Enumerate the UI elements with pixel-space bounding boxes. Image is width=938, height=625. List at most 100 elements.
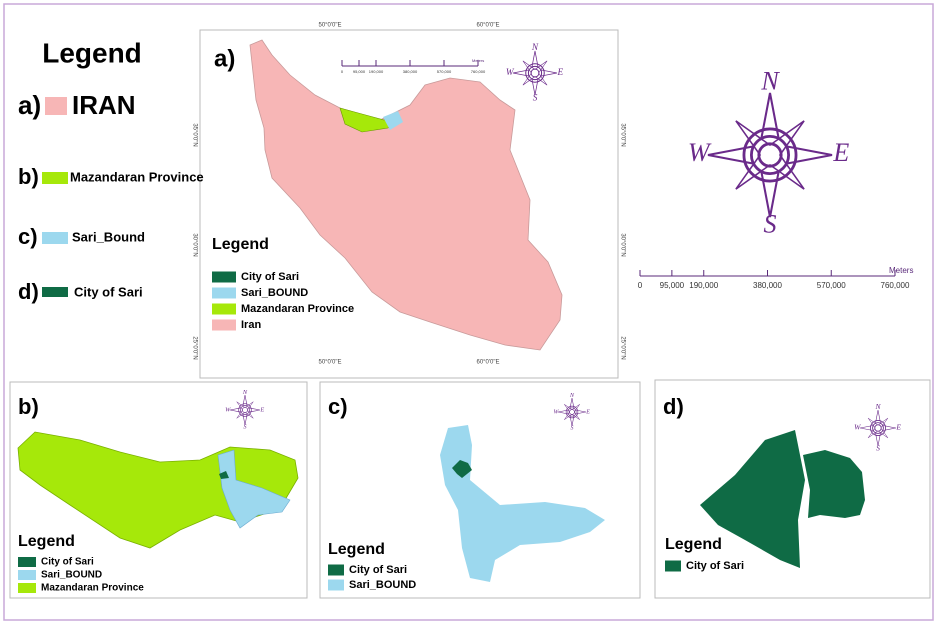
legend-label: City of Sari <box>241 271 299 283</box>
legend-label: City of Sari <box>74 284 143 299</box>
legend-swatch <box>212 287 236 299</box>
legend-label: Mazandaran Province <box>241 303 354 315</box>
legend-label: City of Sari <box>349 564 407 576</box>
compass-ring <box>757 142 783 168</box>
compass-ring <box>742 127 798 183</box>
scale-unit: Meters <box>889 266 913 275</box>
compass-letter: N <box>242 389 248 396</box>
compass-letter: E <box>895 423 901 432</box>
panel-legend-title: Legend <box>665 536 722 553</box>
compass-ring <box>240 405 250 415</box>
legend-swatch <box>18 557 36 567</box>
city-map <box>452 460 472 478</box>
legend-swatch <box>45 97 67 115</box>
scale-label: 380,000 <box>403 69 418 74</box>
compass-ring <box>527 65 543 81</box>
scale-label: 190,000 <box>689 281 718 290</box>
legend-swatch <box>212 319 236 331</box>
panel-legend-title: Legend <box>212 236 269 253</box>
compass-star <box>735 120 805 190</box>
scale-label: 0 <box>638 281 643 290</box>
compass-ring <box>238 403 252 417</box>
compass-ring <box>874 424 882 432</box>
legend-label: Mazandaran Province <box>41 583 144 594</box>
compass-ring <box>569 409 575 415</box>
coord-label: 25°0'0"N <box>619 336 625 359</box>
compass-ring <box>565 405 579 419</box>
legend-swatch <box>42 287 68 297</box>
scale-label: 570,000 <box>817 281 846 290</box>
compass-letter: N <box>874 402 881 411</box>
panel-letter: b) <box>18 394 39 419</box>
compass-letter: W <box>553 409 559 415</box>
coord-label: 35°0'0"N <box>619 123 625 146</box>
legend-title: Legend <box>42 37 142 68</box>
compass-letter: S <box>876 443 880 452</box>
compass-star <box>522 60 548 86</box>
coord-label: 60°0'0"E <box>476 23 499 29</box>
panel-letter: c) <box>328 394 348 419</box>
compass-star <box>236 401 254 419</box>
compass-ring <box>567 407 577 417</box>
legend-label: Mazandaran Province <box>70 169 204 184</box>
legend-swatch <box>665 560 681 572</box>
compass-ring <box>872 422 884 434</box>
legend-label: IRAN <box>72 90 136 120</box>
legend-label: Sari_BOUND <box>41 570 102 581</box>
scale-label: 760,000 <box>471 69 486 74</box>
compass-ring <box>241 406 249 414</box>
city-map <box>219 471 229 479</box>
scale-label: 760,000 <box>881 281 910 290</box>
compass-star <box>867 417 889 439</box>
legend-letter: c) <box>18 224 38 249</box>
compass-letter: E <box>556 67 563 77</box>
legend-label: Sari_BOUND <box>349 579 416 591</box>
compass-ring <box>870 420 886 436</box>
compass-letter: E <box>259 406 264 413</box>
panel-letter: d) <box>663 394 684 419</box>
coord-label: 60°0'0"E <box>476 360 499 366</box>
scale-label: 95,000 <box>353 69 366 74</box>
scale-label: 95,000 <box>660 281 685 290</box>
legend-swatch <box>328 564 344 576</box>
compass-ring <box>749 134 791 176</box>
scale-label: 380,000 <box>753 281 782 290</box>
city-map <box>700 430 805 568</box>
legend-label: City of Sari <box>41 557 94 568</box>
coord-label: 35°0'0"N <box>191 123 197 146</box>
compass-ring <box>530 68 540 78</box>
compass-letter: W <box>688 138 712 167</box>
coord-label: 25°0'0"N <box>191 336 197 359</box>
compass-letter: E <box>585 409 590 415</box>
scale-label: 190,000 <box>369 69 384 74</box>
legend-swatch <box>42 232 68 244</box>
scale-unit: Meters <box>472 58 484 63</box>
legend-swatch <box>212 271 236 283</box>
compass-letter: S <box>533 92 538 102</box>
legend-swatch <box>328 579 344 591</box>
panel-legend-title: Legend <box>18 533 75 550</box>
panel-letter: a) <box>214 45 235 72</box>
compass-letter: N <box>531 42 539 52</box>
compass-letter: S <box>243 424 247 431</box>
legend-swatch <box>212 303 236 315</box>
compass-letter: S <box>763 209 776 238</box>
city-map <box>803 450 865 518</box>
compass-letter: S <box>571 425 574 431</box>
legend-letter: d) <box>18 279 39 304</box>
sari-map <box>217 449 291 529</box>
legend-swatch <box>18 570 36 580</box>
legend-letter: a) <box>18 90 41 120</box>
coord-label: 50°0'0"E <box>318 23 341 29</box>
scale-label: 570,000 <box>437 69 452 74</box>
panel-legend-title: Legend <box>328 541 385 558</box>
sari-map <box>440 425 605 582</box>
coord-label: 30°0'0"N <box>619 233 625 256</box>
compass-letter: N <box>569 393 575 399</box>
compass-letter: N <box>760 67 780 96</box>
legend-label: Sari_BOUND <box>241 287 308 299</box>
legend-label: Sari_Bound <box>72 229 145 244</box>
legend-swatch <box>18 583 36 593</box>
compass-letter: E <box>832 138 849 167</box>
